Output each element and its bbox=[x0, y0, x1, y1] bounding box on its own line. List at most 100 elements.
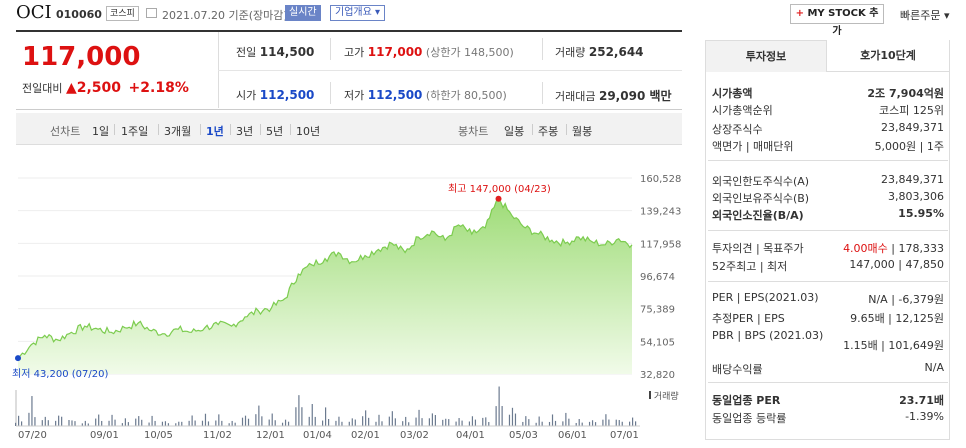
volume-bar bbox=[175, 423, 177, 426]
volume-bar bbox=[528, 419, 530, 426]
volume-bar bbox=[618, 420, 620, 426]
tab-investment-info[interactable]: 투자정보 bbox=[705, 40, 827, 72]
info-row-foreign-ratio: 외국인소진율(B/A) 15.95% bbox=[712, 207, 944, 223]
diff-label: 전일대비 bbox=[22, 82, 63, 95]
volume-bar bbox=[338, 416, 340, 426]
period-3y[interactable]: 3년 bbox=[236, 125, 254, 138]
volume-bar bbox=[258, 405, 260, 426]
info-row-listed-shares: 상장주식수 23,849,371 bbox=[712, 121, 944, 137]
volume-bar bbox=[268, 419, 270, 426]
line-chart-label: 선차트 bbox=[50, 125, 81, 138]
info-row-market-cap-rank[interactable]: 시가총액순위 코스피 125위 bbox=[712, 102, 944, 118]
max-annotation: 최고 147,000 (04/23) bbox=[448, 184, 551, 195]
high-value: 117,000 bbox=[367, 45, 423, 59]
amount-value: 29,090 백만 bbox=[598, 89, 672, 103]
diff-rate: +2.18% bbox=[128, 80, 189, 96]
volume-bar bbox=[188, 420, 190, 426]
volume-bar bbox=[525, 416, 527, 426]
volume-bar bbox=[495, 406, 497, 426]
separator bbox=[290, 124, 291, 135]
x-tick-label: 12/01 bbox=[256, 430, 285, 441]
period-10y[interactable]: 10년 bbox=[296, 125, 321, 138]
volume-bar bbox=[284, 419, 287, 426]
low-value: 112,500 bbox=[367, 88, 423, 102]
candle-monthly[interactable]: 월봉 bbox=[572, 125, 593, 138]
volume-bar bbox=[204, 413, 207, 426]
quick-order-button[interactable]: 빠른주문 ▾ bbox=[900, 7, 950, 23]
period-5y[interactable]: 5년 bbox=[266, 125, 284, 138]
volume-bar bbox=[31, 396, 33, 426]
candle-weekly[interactable]: 주봉 bbox=[538, 125, 559, 138]
volume-bar bbox=[431, 413, 433, 426]
candle-daily[interactable]: 일봉 bbox=[504, 125, 525, 138]
volume-bar bbox=[124, 418, 126, 426]
divider bbox=[330, 38, 331, 60]
volume-bar bbox=[41, 420, 43, 426]
volume-bar bbox=[471, 416, 474, 426]
volume-bar bbox=[474, 419, 477, 426]
volume-bar bbox=[234, 422, 236, 426]
realtime-button[interactable]: 실시간 bbox=[285, 5, 321, 21]
y-tick-label: 75,389 bbox=[640, 305, 675, 316]
volume-bar bbox=[95, 418, 97, 426]
period-1d[interactable]: 1일 bbox=[92, 125, 110, 138]
period-bar: 선차트 1일 1주일 3개월 1년 3년 5년 10년 봉차트 일봉 주봉 월봉 bbox=[16, 113, 682, 145]
period-1w[interactable]: 1주일 bbox=[121, 125, 149, 138]
company-info-button[interactable]: 기업개요 ▾ bbox=[330, 5, 386, 21]
volume-bar bbox=[21, 421, 23, 426]
info-row-face-value: 액면가 | 매매단위 5,000원 | 1주 bbox=[712, 138, 944, 154]
volume-bar bbox=[325, 407, 327, 426]
y-tick-label: 54,105 bbox=[640, 337, 675, 348]
pbr-value: 1.15배 | 101,649원 bbox=[843, 339, 944, 352]
volume-bar bbox=[98, 414, 100, 426]
volume-bar bbox=[244, 415, 247, 426]
period-3m[interactable]: 3개월 bbox=[164, 125, 192, 138]
price-area bbox=[18, 198, 632, 374]
volume-bar bbox=[255, 414, 257, 426]
info-row-industry-per[interactable]: 동일업종 PER 23.71배 bbox=[712, 392, 944, 408]
volume-bar bbox=[164, 421, 167, 426]
x-tick-label: 11/02 bbox=[203, 430, 232, 441]
foreign-holding-value: 3,803,306 bbox=[888, 190, 944, 203]
volume-bar bbox=[365, 410, 367, 426]
volume-bar bbox=[488, 422, 490, 426]
est-per-label: 추정PER | EPS bbox=[712, 312, 785, 325]
volume-bar bbox=[215, 420, 217, 426]
volume-bar bbox=[34, 417, 36, 426]
upper-limit: (상한가 148,500) bbox=[425, 46, 514, 59]
volume-bar bbox=[408, 422, 410, 426]
divider bbox=[708, 230, 948, 231]
x-tick-label: 02/01 bbox=[351, 430, 380, 441]
trade-amount: 거래대금 29,090 백만 bbox=[555, 87, 672, 104]
y-tick-label: 160,528 bbox=[640, 174, 681, 185]
x-tick-label: 07/01 bbox=[610, 430, 639, 441]
tab-order-book[interactable]: 호가10단계 bbox=[827, 40, 949, 72]
y-tick-label: 139,243 bbox=[640, 207, 681, 218]
target-price-value: | 178,333 bbox=[891, 242, 944, 255]
per-value: N/A | -6,379원 bbox=[868, 293, 944, 306]
foreign-limit-value: 23,849,371 bbox=[881, 173, 944, 186]
volume-bar bbox=[127, 422, 129, 426]
divider bbox=[542, 82, 543, 104]
volume-bar bbox=[588, 421, 591, 426]
mystock-add-button[interactable]: + MY STOCK 추가 bbox=[790, 4, 884, 37]
volume-bar bbox=[461, 420, 463, 426]
industry-per-label: 동일업종 PER bbox=[712, 394, 781, 407]
prev-value: 114,500 bbox=[259, 45, 315, 59]
volume-bar bbox=[108, 420, 110, 426]
x-tick-label: 01/04 bbox=[303, 430, 332, 441]
open-price: 시가 112,500 bbox=[236, 87, 314, 103]
volume-bar bbox=[81, 423, 83, 426]
foreign-holding-label: 외국인보유주식수(B) bbox=[712, 192, 810, 205]
volume-bar bbox=[378, 414, 380, 426]
date-text: 2021.07.20 기준(장마감) bbox=[162, 9, 288, 22]
volume-bar bbox=[228, 423, 230, 426]
info-row-industry-change[interactable]: 동일업종 등락률 -1.39% bbox=[712, 410, 944, 426]
volume-bar bbox=[405, 416, 407, 426]
company-info-label: 기업개요 bbox=[335, 7, 372, 18]
period-1y[interactable]: 1년 bbox=[206, 125, 224, 138]
high-price: 고가 117,000 (상한가 148,500) bbox=[344, 44, 514, 60]
volume-bar bbox=[354, 419, 356, 426]
volume-bar bbox=[261, 416, 263, 426]
volume-bar bbox=[301, 407, 303, 426]
